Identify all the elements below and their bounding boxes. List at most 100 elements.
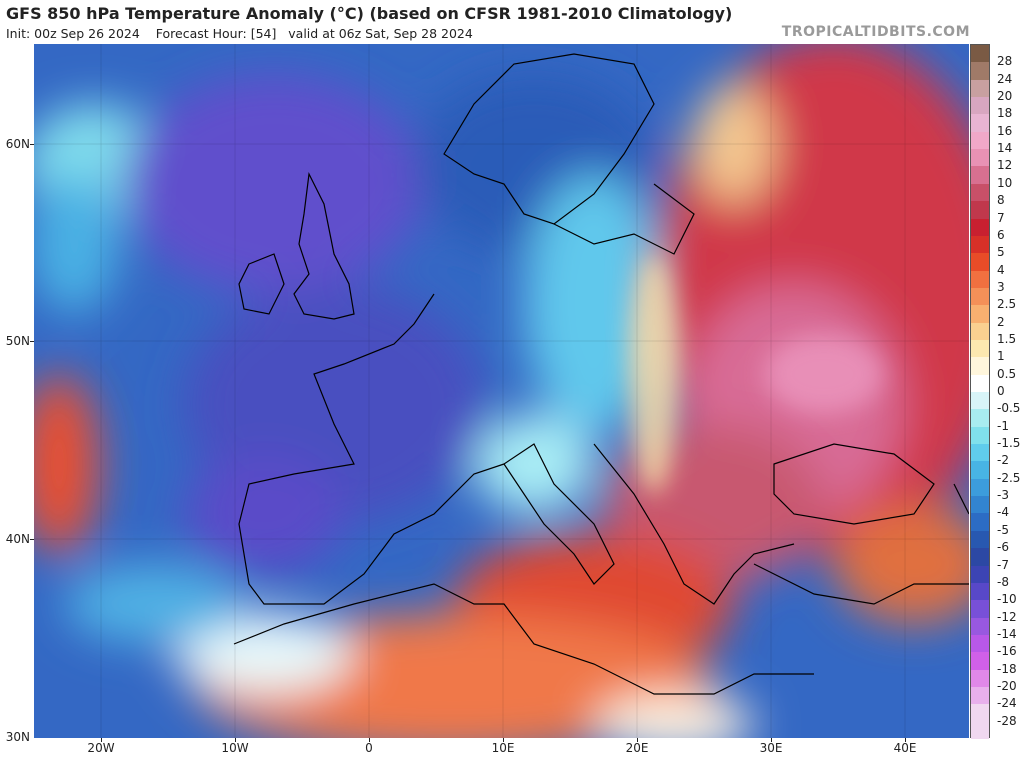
graticule (34, 44, 969, 738)
colorbar-cell (971, 201, 989, 219)
lat-label-30n: 30N (5, 730, 30, 744)
map-title: GFS 850 hPa Temperature Anomaly (°C) (ba… (6, 4, 733, 23)
colorbar-label: -8 (997, 574, 1009, 589)
colorbar-cell (971, 374, 989, 393)
colorbar-cell (971, 97, 989, 115)
cold-core-atlantic (124, 74, 424, 294)
coast-black-sea (773, 443, 935, 525)
coastlines (233, 53, 969, 695)
colorbar-label: 28 (997, 54, 1013, 69)
colorbar-cell (971, 166, 989, 185)
warm-anatolia (834, 504, 969, 624)
coast-north-africa (233, 583, 814, 695)
coast-great-britain (293, 171, 355, 320)
colorbar-cell (971, 409, 989, 428)
colorbar-cell (971, 721, 989, 740)
lat-tick (30, 539, 34, 540)
colorbar-cell (971, 548, 989, 566)
colorbar-cell (971, 218, 989, 237)
colorbar (970, 44, 990, 740)
colorbar-cell (971, 513, 989, 532)
colorbar-label: -3 (997, 488, 1009, 503)
colorbar-label: 2 (997, 314, 1005, 329)
coast-ireland (238, 253, 285, 315)
lon-label-10w: 10W (221, 741, 249, 755)
lon-label-20e: 20E (625, 741, 649, 755)
coast-iberia-france (238, 293, 505, 605)
lat-tick (30, 341, 34, 342)
map-subtitle: Init: 00z Sep 26 2024 Forecast Hour: [54… (6, 26, 473, 41)
neutral-egypt (594, 694, 754, 738)
cool-azores (64, 564, 244, 644)
colorbar-label: -2.5 (997, 470, 1021, 485)
warm-canary (34, 374, 99, 554)
colorbar-label: 7 (997, 210, 1005, 225)
colorbar-label: -1.5 (997, 436, 1021, 451)
transition-central (524, 174, 664, 434)
colorbar-label: 1 (997, 349, 1005, 364)
colorbar-cell (971, 704, 989, 723)
colorbar-label: -16 (997, 644, 1017, 659)
colorbar-label: -20 (997, 678, 1017, 693)
lon-label-40e: 40E (893, 741, 917, 755)
colorbar-cell (971, 600, 989, 619)
zero-line-band (629, 254, 679, 494)
colorbar-label: -18 (997, 661, 1017, 676)
coast-scandinavia (443, 53, 655, 225)
neutral-baltic (694, 84, 774, 204)
colorbar-cell (971, 686, 989, 705)
lat-tick (30, 144, 34, 145)
colorbar-cell (971, 131, 989, 150)
colorbar-cell (971, 62, 989, 81)
colorbar-label: 0 (997, 384, 1005, 398)
coast-balkans (593, 443, 795, 605)
colorbar-cell (971, 478, 989, 497)
colorbar-cell (971, 357, 989, 376)
lat-label-50n: 50N (5, 334, 30, 348)
colorbar-label: 1.5 (997, 331, 1017, 346)
colorbar-cell (971, 114, 989, 133)
colorbar-label: -5 (997, 522, 1009, 537)
colorbar-cell (971, 253, 989, 272)
colorbar-label: -0.5 (997, 401, 1021, 416)
colorbar-cell (971, 634, 989, 653)
coast-italy (503, 443, 615, 585)
colorbar-label: 18 (997, 106, 1013, 121)
colorbar-cell (971, 183, 989, 202)
colorbar-cell (971, 669, 989, 688)
colorbar-cell (971, 235, 989, 254)
map-canvas (34, 44, 969, 738)
init-time: Init: 00z Sep 26 2024 (6, 26, 140, 41)
colorbar-label: -12 (997, 609, 1017, 624)
colorbar-cell (971, 444, 989, 462)
anomaly-map (34, 44, 969, 738)
colorbar-cell (971, 79, 989, 98)
colorbar-label: 24 (997, 71, 1013, 86)
colorbar-label: -24 (997, 696, 1017, 711)
colorbar-cell (971, 582, 989, 601)
colorbar-cell (971, 461, 989, 480)
colorbar-cell (971, 322, 989, 341)
lon-tick (235, 738, 236, 742)
valid-time: valid at 06z Sat, Sep 28 2024 (288, 26, 473, 41)
colorbar-label: 4 (997, 262, 1005, 277)
colorbar-cell (971, 270, 989, 289)
colorbar-cell (971, 530, 989, 549)
colorbar-label: -4 (997, 505, 1009, 520)
lon-tick (503, 738, 504, 742)
brand-watermark: TROPICALTIDBITS.COM (781, 24, 970, 40)
lon-label-10e: 10E (491, 741, 515, 755)
lon-tick (771, 738, 772, 742)
colorbar-label: -14 (997, 626, 1017, 641)
colorbar-cell (971, 565, 989, 584)
colorbar-cell (971, 652, 989, 671)
colorbar-label: 2.5 (997, 297, 1017, 312)
colorbar-label: 14 (997, 141, 1013, 156)
colorbar-label: -28 (997, 713, 1017, 728)
lat-label-40n: 40N (5, 532, 30, 546)
colorbar-cell (971, 149, 989, 167)
colorbar-label: 6 (997, 227, 1005, 242)
colorbar-cell (971, 426, 989, 445)
colorbar-label: 5 (997, 245, 1005, 260)
coast-caspian (953, 483, 969, 515)
